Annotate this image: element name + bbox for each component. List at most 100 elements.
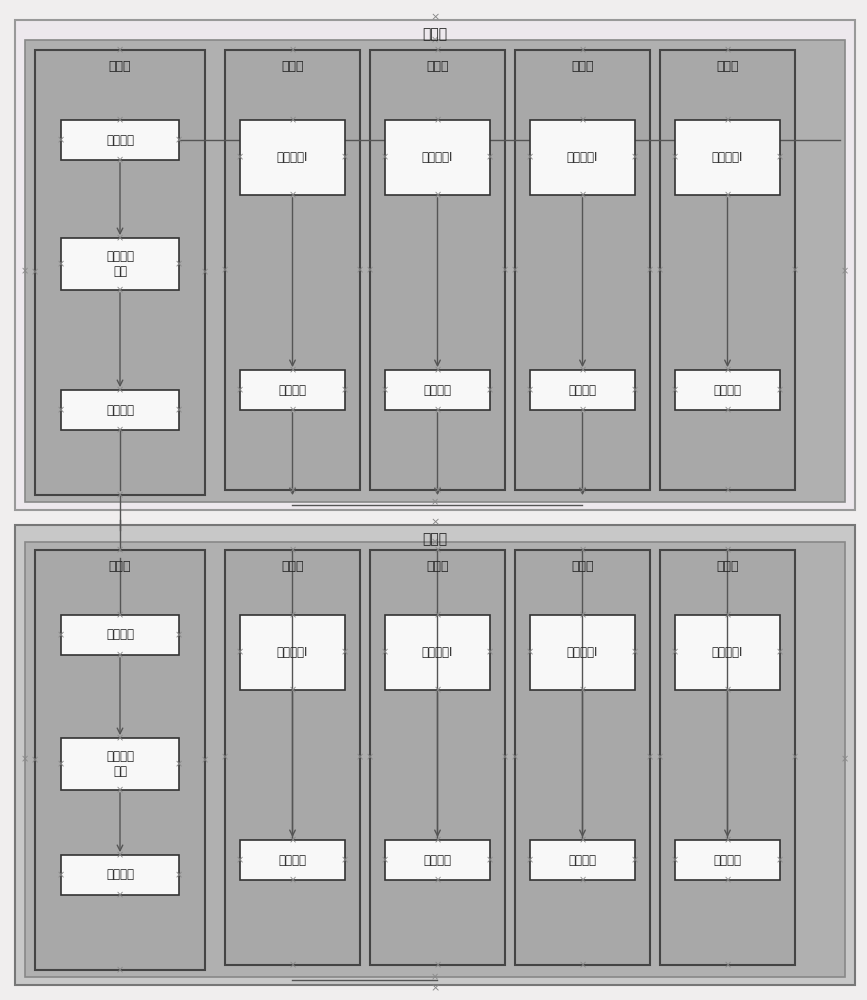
Text: ×: ×: [723, 875, 732, 885]
Text: ×: ×: [289, 115, 297, 125]
Text: ×: ×: [646, 752, 654, 762]
Text: ×: ×: [776, 855, 784, 865]
Text: ×: ×: [578, 685, 587, 695]
Text: ×: ×: [431, 35, 439, 45]
Text: ×: ×: [381, 385, 389, 395]
Text: ×: ×: [434, 405, 441, 415]
Text: ×: ×: [116, 115, 124, 125]
Text: ×: ×: [671, 385, 679, 395]
Text: 主控板: 主控板: [108, 560, 131, 572]
Text: ×: ×: [526, 855, 534, 865]
Bar: [61, 855, 179, 895]
Bar: [35, 50, 205, 495]
Text: ×: ×: [776, 152, 784, 162]
Text: ×: ×: [116, 233, 124, 243]
Text: ×: ×: [434, 835, 441, 845]
Bar: [515, 550, 650, 965]
Text: ×: ×: [31, 267, 39, 277]
Text: ×: ×: [341, 152, 349, 162]
Text: ×: ×: [381, 648, 389, 658]
Text: ×: ×: [656, 265, 664, 275]
Text: ×: ×: [434, 685, 441, 695]
Text: 业务板: 业务板: [716, 60, 739, 73]
Text: ×: ×: [116, 45, 124, 55]
Text: ×: ×: [646, 265, 654, 275]
Text: 业务模块I: 业务模块I: [277, 151, 308, 164]
Bar: [385, 615, 490, 690]
Text: ×: ×: [501, 752, 509, 762]
Text: ×: ×: [381, 855, 389, 865]
Text: 板间通讯: 板间通讯: [278, 383, 307, 396]
Bar: [675, 370, 780, 410]
Text: ×: ×: [175, 405, 183, 415]
Text: ×: ×: [289, 610, 297, 620]
Text: ×: ×: [656, 752, 664, 762]
Text: ×: ×: [431, 497, 439, 507]
Text: ×: ×: [578, 835, 587, 845]
Text: ×: ×: [366, 752, 374, 762]
Text: ×: ×: [57, 135, 65, 145]
Text: ×: ×: [341, 855, 349, 865]
Text: ×: ×: [236, 855, 244, 865]
Text: ×: ×: [116, 545, 124, 555]
Text: ×: ×: [723, 405, 732, 415]
Text: ×: ×: [289, 685, 297, 695]
Bar: [530, 120, 635, 195]
Text: ×: ×: [434, 545, 441, 555]
Text: ×: ×: [381, 152, 389, 162]
Text: ×: ×: [671, 648, 679, 658]
Text: 板间通讯: 板间通讯: [278, 854, 307, 866]
Text: ×: ×: [175, 870, 183, 880]
Text: ×: ×: [116, 425, 124, 435]
Text: ×: ×: [434, 610, 441, 620]
Text: ×: ×: [723, 365, 732, 375]
Text: ×: ×: [631, 648, 639, 658]
Text: ×: ×: [57, 259, 65, 269]
Text: 板间通讯: 板间通讯: [569, 854, 596, 866]
Bar: [25, 542, 845, 977]
Text: ×: ×: [116, 610, 124, 620]
Text: 板间通讯: 板间通讯: [106, 133, 134, 146]
Text: ×: ×: [57, 870, 65, 880]
Text: ×: ×: [486, 152, 494, 162]
Bar: [240, 120, 345, 195]
Text: ×: ×: [116, 890, 124, 900]
Text: ×: ×: [236, 648, 244, 658]
Bar: [530, 840, 635, 880]
Bar: [15, 20, 855, 510]
Text: ×: ×: [116, 285, 124, 295]
Bar: [225, 50, 360, 490]
Text: ×: ×: [201, 267, 209, 277]
Text: ×: ×: [21, 266, 29, 276]
Text: ×: ×: [116, 490, 124, 500]
Bar: [35, 550, 205, 970]
Text: ×: ×: [289, 545, 297, 555]
Text: 主控板: 主控板: [108, 60, 131, 73]
Text: ×: ×: [57, 630, 65, 640]
Text: 业务板: 业务板: [281, 60, 303, 73]
Text: ×: ×: [526, 385, 534, 395]
Text: ×: ×: [236, 152, 244, 162]
Bar: [370, 550, 505, 965]
Text: ×: ×: [289, 45, 297, 55]
Bar: [675, 840, 780, 880]
Text: ×: ×: [791, 265, 799, 275]
Text: ×: ×: [116, 965, 124, 975]
Text: ×: ×: [486, 648, 494, 658]
Text: ×: ×: [578, 960, 587, 970]
Bar: [515, 50, 650, 490]
Text: ×: ×: [21, 754, 29, 764]
Text: ×: ×: [356, 752, 364, 762]
Text: 业务模块I: 业务模块I: [277, 646, 308, 659]
Text: ×: ×: [671, 855, 679, 865]
Text: ×: ×: [434, 875, 441, 885]
Bar: [61, 120, 179, 160]
Bar: [530, 370, 635, 410]
Text: ×: ×: [289, 875, 297, 885]
Text: ×: ×: [486, 385, 494, 395]
Text: ×: ×: [671, 152, 679, 162]
Text: ×: ×: [723, 610, 732, 620]
Text: 板间通讯: 板间通讯: [569, 383, 596, 396]
Text: ×: ×: [201, 755, 209, 765]
Text: 主系统: 主系统: [422, 27, 447, 41]
